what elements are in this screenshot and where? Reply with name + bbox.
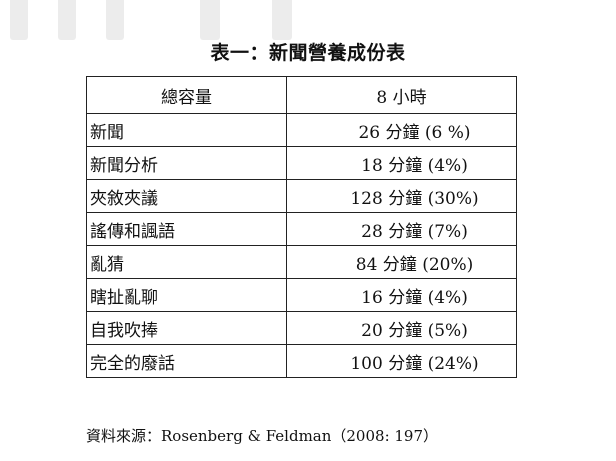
row-category: 新聞分析 (87, 147, 287, 180)
table-row: 新聞分析 18 分鐘 (4%) (87, 147, 517, 180)
row-duration: 100 分鐘 (24%) (287, 345, 517, 378)
row-category: 自我吹捧 (87, 312, 287, 345)
table-row: 新聞 26 分鐘 (6 %) (87, 114, 517, 147)
header-total-label: 總容量 (87, 77, 287, 114)
row-duration: 84 分鐘 (20%) (287, 246, 517, 279)
row-duration: 20 分鐘 (5%) (287, 312, 517, 345)
nutrition-table: 總容量 8 小時 新聞 26 分鐘 (6 %) 新聞分析 18 分鐘 (4%) … (86, 76, 517, 378)
row-duration: 28 分鐘 (7%) (287, 213, 517, 246)
watermark-bar (106, 0, 124, 40)
table-row: 謠傳和諷語 28 分鐘 (7%) (87, 213, 517, 246)
row-duration: 18 分鐘 (4%) (287, 147, 517, 180)
table-row: 夾敘夾議 128 分鐘 (30%) (87, 180, 517, 213)
row-category: 完全的廢話 (87, 345, 287, 378)
watermark-bar (58, 0, 76, 40)
header-total-value: 8 小時 (287, 77, 517, 114)
watermark-bar (272, 0, 292, 40)
watermark-bar (200, 0, 220, 40)
source-note: 資料來源：Rosenberg & Feldman（2008: 197） (86, 425, 438, 446)
table-row: 自我吹捧 20 分鐘 (5%) (87, 312, 517, 345)
table-row: 瞎扯亂聊 16 分鐘 (4%) (87, 279, 517, 312)
table-header-row: 總容量 8 小時 (87, 77, 517, 114)
row-category: 亂猜 (87, 246, 287, 279)
row-duration: 16 分鐘 (4%) (287, 279, 517, 312)
table-row: 完全的廢話 100 分鐘 (24%) (87, 345, 517, 378)
row-category: 瞎扯亂聊 (87, 279, 287, 312)
row-category: 夾敘夾議 (87, 180, 287, 213)
watermark-bar (10, 0, 28, 40)
table-title: 表一：新聞營養成份表 (0, 38, 616, 65)
table-row: 亂猜 84 分鐘 (20%) (87, 246, 517, 279)
row-duration: 26 分鐘 (6 %) (287, 114, 517, 147)
row-category: 謠傳和諷語 (87, 213, 287, 246)
row-category: 新聞 (87, 114, 287, 147)
row-duration: 128 分鐘 (30%) (287, 180, 517, 213)
